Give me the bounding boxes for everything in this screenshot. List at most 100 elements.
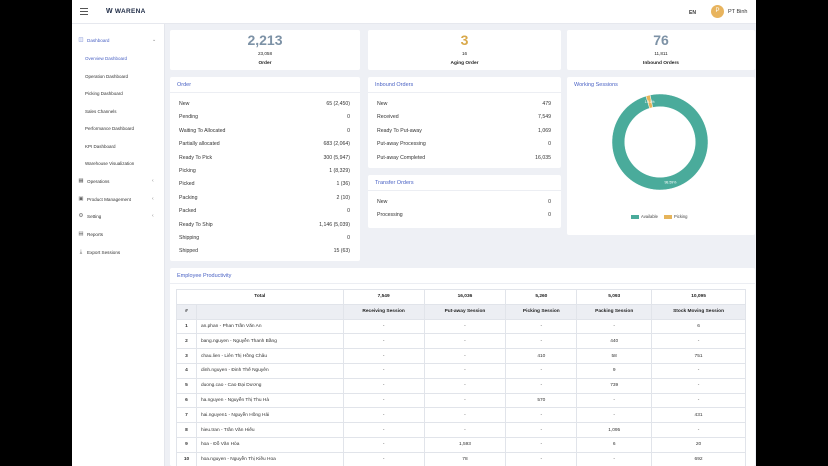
stock-moving-cell: 20 [651,436,746,453]
column-header-putaway[interactable]: Put-away Session [423,303,507,320]
sidebar: ◫ Dashboard ⌄ Overview Dashboard Operati… [72,24,165,466]
sidebar-item-product-management[interactable]: ▣ Product Management ‹ [78,196,154,202]
order-row[interactable]: Ready To Ship 1,146 (5,039) [179,221,350,228]
table-row[interactable]: 1 an.phan - Phan Trần Văn An - - - -6 [176,318,746,335]
table-row[interactable]: 10 hoa.nguyen - Nguyễn Thị Kiều Hoa -78- -6… [176,451,746,466]
employee-name: hoa - Đỗ Văn Hòa [195,436,344,453]
table-row[interactable]: 5 duong.cao - Cao Đại Dương - - -739- [176,377,746,394]
language-switcher[interactable]: EN [689,10,696,16]
order-row[interactable]: Picking 1 (8,329) [179,168,350,174]
inbound-row[interactable]: Put-away Processing 0 [377,141,551,148]
employee-name: duong.cao - Cao Đại Dương [195,377,344,394]
totals-row: Total 7,549 16,036 5,260 5,093 10,095 [176,289,746,305]
table-row[interactable]: 8 hieu.tran - Trần Văn Hiếu - - -1,095- [176,422,746,438]
inbound-row[interactable]: Received 7,549 [377,114,551,121]
packing-cell: 9 [576,362,653,379]
top-bar: W WARENA EN P PT Binh [72,0,756,24]
total-receiving: 7,549 [342,289,425,305]
sidebar-item-reports[interactable]: ▤ Reports [78,231,104,237]
picking-cell: - [505,362,578,379]
user-name[interactable]: PT Binh [728,9,748,15]
slice-available[interactable] [611,93,709,191]
transfer-panel-title: Transfer Orders [375,180,414,186]
sidebar-sub-operation-dashboard[interactable]: Operation Dashboard [85,74,129,79]
column-header-receiving[interactable]: Receiving Session [342,303,425,320]
avatar[interactable]: P [711,5,724,18]
sidebar-item-export-sessions[interactable]: ⤓ Export Sessions [79,249,121,255]
sidebar-sub-kpi-dashboard[interactable]: KPI Dashboard [85,144,116,149]
table-row[interactable]: 3 chau.lien - Liên Thị Hồng Châu - -410 58 75… [176,348,746,364]
legend-picking[interactable]: Picking [664,214,688,219]
order-panel-title: Order [177,82,192,88]
stat-value: 3 [460,32,469,48]
sidebar-item-operations[interactable]: ▦ Operations ‹ [78,178,154,184]
sidebar-sub-sales-channels[interactable]: Sales Channels [85,109,117,114]
inbound-row[interactable]: New 479 [377,101,551,107]
download-icon: ⤓ [79,249,83,255]
order-row[interactable]: Shipped 15 (63) [179,248,350,255]
stat-subvalue: 16 [461,51,468,56]
legend-available[interactable]: Available [631,214,658,219]
sidebar-sub-picking-dashboard[interactable]: Picking Dashboard [85,91,123,96]
chevron-left-icon: ‹ [152,196,154,202]
order-row[interactable]: Partially allocated 683 (2,064) [179,141,350,148]
picking-cell: - [505,407,578,424]
stock-moving-cell: - [651,422,746,438]
stat-card-inbound-orders[interactable]: 76 11,811 Inbound Orders [567,30,755,70]
sidebar-sub-overview-dashboard[interactable]: Overview Dashboard [85,56,128,61]
logo[interactable]: W WARENA [106,8,146,15]
menu-icon[interactable] [80,8,88,15]
column-header-packing[interactable]: Packing Session [576,303,653,320]
packing-cell: 58 [576,348,653,364]
table-row[interactable]: 4 dinh.nguyen - Đinh Thế Nguyên - - -9- [176,362,746,379]
packing-cell: 6 [576,436,653,453]
picking-cell: - [505,422,578,438]
putaway-cell: - [423,318,507,335]
employee-name: an.phan - Phan Trần Văn An [195,318,344,335]
table-row[interactable]: 7 hai.nguyen1 - Nguyễn Hồng Hải - - - -431 [176,407,746,424]
order-row[interactable]: Pending 0 [179,114,350,121]
total-picking: 5,260 [505,289,578,305]
total-putaway: 16,036 [423,289,507,305]
row-index: 10 [176,451,197,466]
order-row[interactable]: Ready To Pick 300 (5,947) [179,154,350,161]
working-sessions-panel: Working Sessions 98.59% 1.41% Available P… [567,77,755,235]
table-row[interactable]: 9 hoa - Đỗ Văn Hòa -1,593-6 20 [176,436,746,453]
inbound-row[interactable]: Ready To Put-away 1,069 [377,127,551,134]
order-row[interactable]: Packed 0 [179,208,350,215]
picking-cell: - [505,436,578,453]
table-row[interactable]: 2 bang.nguyen - Nguyễn Thanh Bằng - - -440- [176,333,746,350]
stat-card-order[interactable]: 2,213 23,058 Order [170,30,360,70]
transfer-row[interactable]: Processing 0 [377,212,551,219]
sidebar-sub-warehouse-visualization[interactable]: Warehouse Visualization [85,161,135,166]
order-row[interactable]: Waiting To Allocated 0 [179,127,350,134]
order-row[interactable]: New 65 (2,450) [179,101,350,107]
column-header-stock-moving[interactable]: Stock Moving Session [651,303,746,320]
order-row[interactable]: Shipping 0 [179,235,350,241]
packing-cell: - [576,392,653,409]
stock-moving-cell: 751 [651,348,746,364]
order-row[interactable]: Packing 2 (10) [179,194,350,201]
stock-moving-cell: 692 [651,451,746,466]
slice-picking[interactable] [645,94,653,109]
receiving-cell: - [342,318,425,335]
order-row[interactable]: Picked 1 (36) [179,181,350,188]
box-icon: ▣ [78,196,84,202]
column-header-picking[interactable]: Picking Session [505,303,578,320]
sidebar-sub-performance-dashboard[interactable]: Performance Dashboard [85,126,135,131]
packing-cell: - [576,318,653,335]
transfer-row[interactable]: New 0 [377,199,551,205]
productivity-table: Total 7,549 16,036 5,260 5,093 10,095 # … [176,289,746,466]
employee-name: bang.nguyen - Nguyễn Thanh Bằng [195,333,344,350]
sidebar-item-dashboard[interactable]: ◫ Dashboard ⌄ [78,37,157,43]
table-row[interactable]: 6 ha.nguyen - Nguyễn Thị Thu Hà - -570- - [176,392,746,409]
stock-moving-cell: - [651,392,746,409]
transfer-orders-panel: Transfer Orders New 0 Processing 0 [368,175,561,228]
employee-name: hai.nguyen1 - Nguyễn Hồng Hải [195,407,344,424]
stat-card-aging-order[interactable]: 3 16 Aging Order [368,30,561,70]
inbound-row[interactable]: Put-away Completed 16,035 [377,154,551,161]
packing-cell: 739 [576,377,653,394]
slice-label-available: 98.59% [664,181,676,185]
row-index: 9 [176,436,197,453]
sidebar-item-setting[interactable]: ⚙ Setting ‹ [78,213,154,219]
